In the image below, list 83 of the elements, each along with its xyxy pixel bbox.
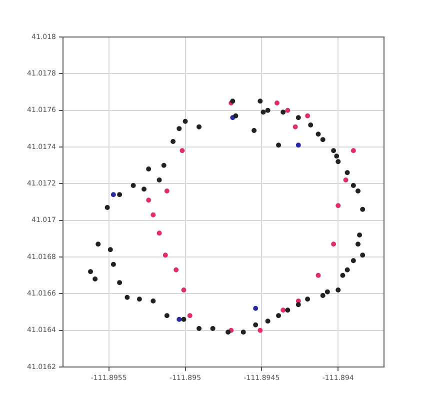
point: [196, 124, 202, 130]
point: [331, 148, 336, 154]
point: [181, 288, 186, 292]
point: [182, 118, 188, 124]
point: [253, 322, 258, 328]
point: [117, 280, 122, 286]
point: [308, 122, 314, 128]
point: [324, 289, 330, 294]
point: [130, 183, 136, 188]
point: [296, 115, 301, 120]
point: [161, 162, 166, 168]
point: [142, 186, 147, 192]
point: [210, 326, 216, 331]
point: [336, 288, 341, 292]
point: [150, 298, 156, 304]
point: [350, 148, 356, 154]
point: [180, 148, 185, 154]
point: [360, 252, 366, 258]
point: [316, 132, 321, 137]
point: [316, 272, 321, 278]
point: [253, 306, 258, 311]
point: [258, 98, 263, 104]
point: [296, 142, 301, 148]
point: [292, 124, 298, 130]
point: [164, 313, 170, 318]
point: [265, 108, 270, 113]
point: [240, 330, 246, 335]
point: [150, 212, 156, 218]
point: [164, 188, 170, 194]
point: [181, 316, 186, 322]
point: [96, 242, 101, 247]
point: [162, 252, 168, 258]
point: [356, 188, 361, 194]
point: [285, 308, 290, 313]
point: [344, 267, 350, 272]
point: [146, 166, 152, 172]
point: [274, 100, 280, 106]
point: [296, 302, 301, 308]
point: [331, 242, 336, 247]
point: [174, 267, 179, 272]
point: [110, 262, 116, 267]
point: [176, 316, 182, 322]
point: [156, 178, 162, 182]
point: [343, 178, 348, 182]
point: [110, 192, 116, 198]
point: [260, 110, 266, 115]
point: [226, 330, 231, 335]
point: [196, 326, 202, 331]
point: [305, 113, 310, 118]
point: [320, 137, 326, 142]
point: [340, 272, 346, 278]
point: [280, 308, 286, 313]
point: [320, 293, 326, 298]
point: [276, 142, 282, 148]
point: [258, 328, 263, 333]
point: [360, 206, 366, 212]
point: [252, 128, 257, 133]
point: [136, 296, 142, 302]
point: [265, 318, 270, 324]
point: [176, 126, 182, 132]
point: [356, 242, 361, 247]
point: [336, 159, 341, 164]
point: [350, 183, 356, 188]
point: [156, 230, 162, 236]
point: [170, 139, 176, 144]
point: [88, 269, 94, 274]
point: [108, 247, 113, 252]
point: [285, 108, 290, 113]
point: [276, 313, 282, 318]
point: [344, 170, 350, 176]
point: [233, 113, 238, 118]
point: [92, 276, 98, 282]
point: [357, 232, 362, 238]
point: [146, 198, 152, 203]
point: [336, 203, 341, 208]
point: [124, 294, 130, 300]
point: [117, 192, 122, 198]
point: [104, 205, 110, 210]
point: [305, 296, 310, 302]
point: [334, 154, 340, 159]
point: [187, 313, 192, 318]
point: [280, 110, 286, 115]
point: [350, 258, 356, 264]
